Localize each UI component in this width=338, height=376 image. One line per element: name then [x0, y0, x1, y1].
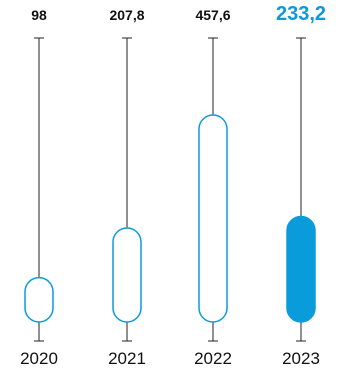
data-label-2021: 207,8: [109, 7, 145, 23]
data-label-2023: 233,2: [275, 3, 327, 25]
bar-2020: [24, 276, 54, 323]
x-tick-label-2022: 2022: [194, 349, 232, 368]
data-label-2022: 457,6: [195, 7, 231, 23]
data-label-2020: 98: [31, 7, 47, 23]
x-tick-label-2021: 2021: [108, 349, 146, 368]
bar-2021: [112, 227, 142, 323]
x-tick-label-2020: 2020: [20, 349, 58, 368]
bar-2022: [198, 114, 228, 323]
x-tick-label-2023: 2023: [282, 349, 320, 368]
bar-2023: [286, 215, 316, 323]
